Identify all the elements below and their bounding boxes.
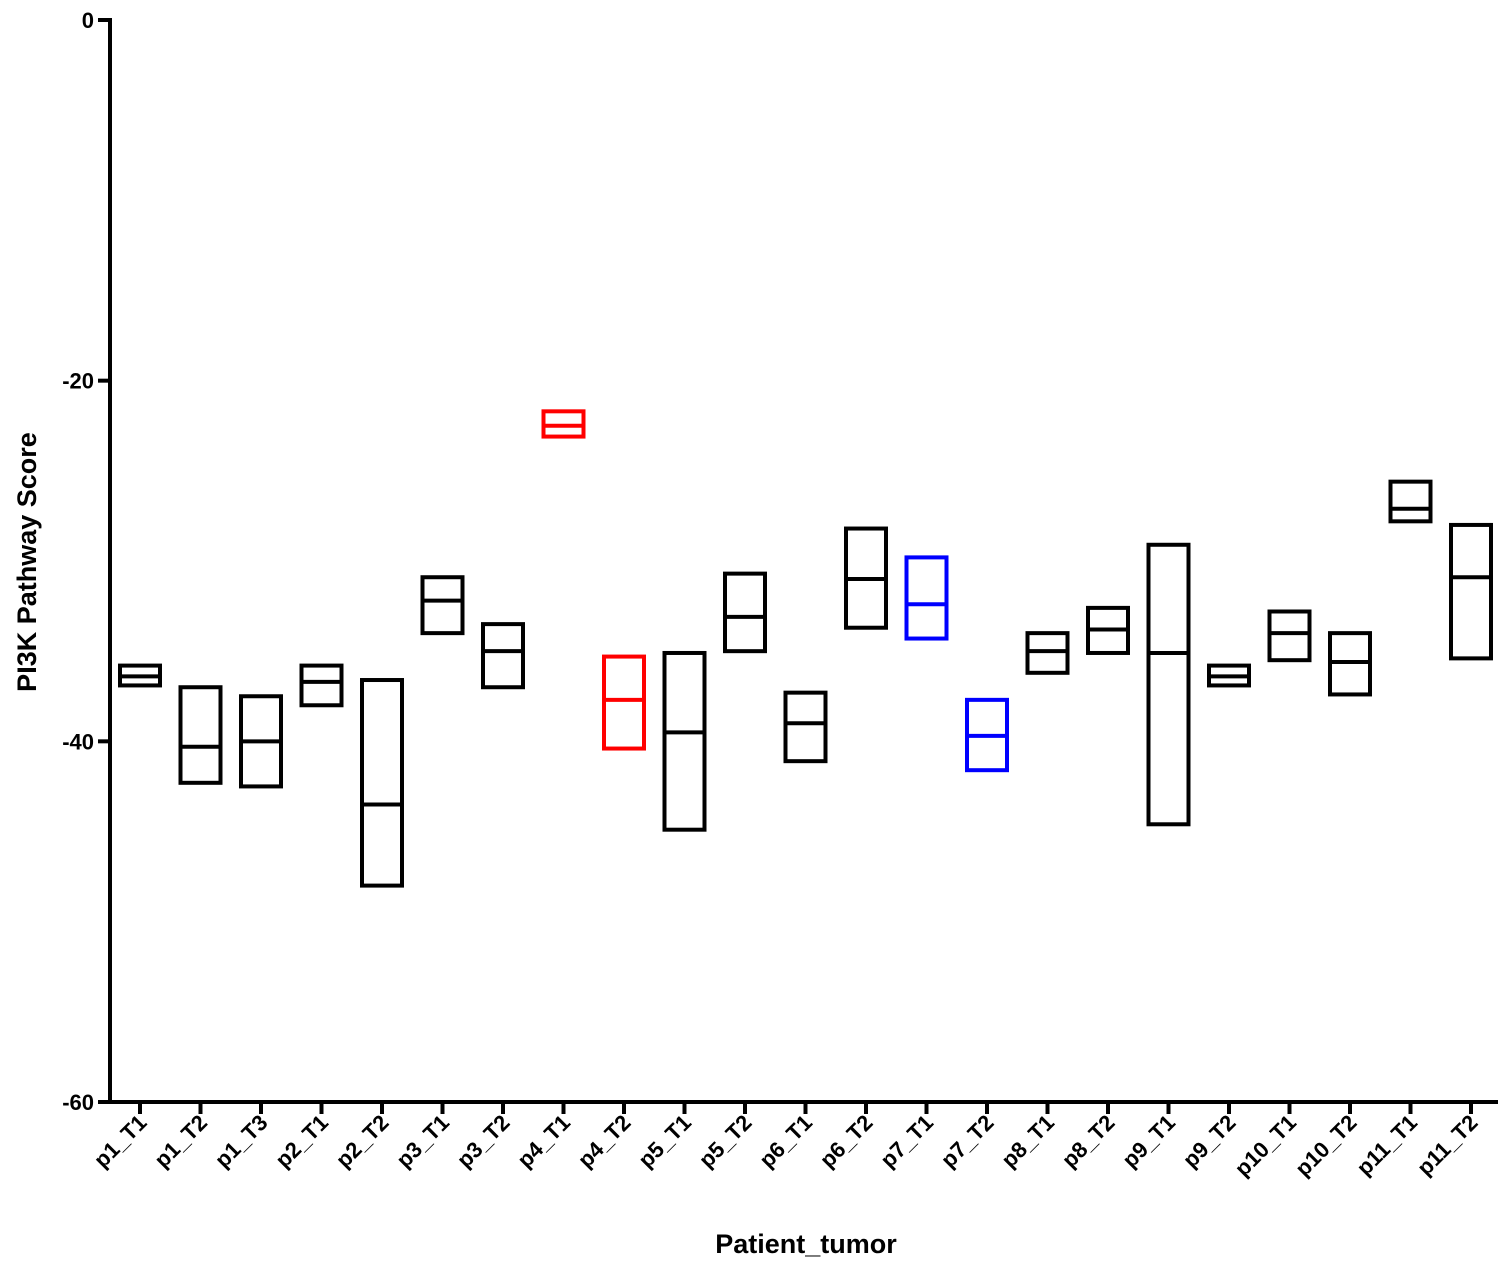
box-range (1146, 542, 1191, 827)
box-p9_T2 (1207, 663, 1251, 688)
box-range (299, 663, 344, 708)
x-tick-label: p2_T1 (270, 1110, 333, 1173)
x-tick-label: p6_T2 (815, 1110, 878, 1173)
x-tick-label: p2_T2 (331, 1110, 394, 1173)
box-p11_T2 (1449, 522, 1493, 661)
x-tick-label: p1_T3 (210, 1110, 273, 1173)
x-tick-label: p11_T2 (1412, 1110, 1482, 1180)
y-tick-label: -60 (62, 1090, 94, 1115)
box-range (420, 575, 465, 636)
box-range (178, 685, 223, 785)
y-tick-label: 0 (82, 8, 94, 33)
y-axis: 0 -20 -40 -60 (62, 8, 112, 1115)
box-p6_T2 (844, 526, 888, 630)
y-tick-label: -20 (62, 369, 94, 394)
box-range (481, 622, 525, 690)
box-p5_T1 (662, 650, 707, 832)
x-tick-label: p10_T2 (1290, 1110, 1361, 1181)
box-range (662, 650, 707, 832)
box-p11_T1 (1388, 479, 1433, 524)
x-tick-label: p6_T1 (754, 1110, 817, 1173)
x-axis: p1_T1p1_T2p1_T3p2_T1p2_T2p3_T1p3_T2p4_T1… (89, 1100, 1498, 1181)
box-p1_T3 (239, 694, 283, 789)
box-range (1267, 609, 1312, 663)
box-p4_T2 (602, 654, 646, 751)
x-tick-label: p4_T2 (573, 1110, 636, 1173)
box-range (360, 678, 404, 888)
box-range (1388, 479, 1433, 524)
box-p4_T1 (541, 409, 586, 439)
box-range (783, 690, 828, 764)
box-p7_T1 (904, 555, 949, 641)
y-axis-title: PI3K Pathway Score (12, 432, 42, 692)
box-range (904, 555, 949, 641)
x-tick-label: p1_T2 (149, 1110, 212, 1173)
box-range (602, 654, 646, 751)
x-tick-label: p11_T1 (1352, 1110, 1422, 1180)
x-tick-label: p8_T2 (1057, 1110, 1120, 1173)
box-p8_T2 (1086, 605, 1130, 655)
x-tick-label: p3_T2 (452, 1110, 515, 1173)
x-tick-label: p3_T1 (391, 1110, 454, 1173)
box-p7_T2 (965, 697, 1009, 773)
box-p3_T2 (481, 622, 525, 690)
x-tick-label: p10_T1 (1230, 1110, 1301, 1181)
box-range (723, 571, 767, 654)
x-tick-label: p5_T2 (694, 1110, 757, 1173)
x-tick-label: p1_T1 (89, 1110, 152, 1173)
x-tick-label: p7_T1 (875, 1110, 938, 1173)
x-tick-label: p7_T2 (936, 1110, 999, 1173)
box-p9_T1 (1146, 542, 1191, 827)
box-p3_T1 (420, 575, 465, 636)
x-axis-title: Patient_tumor (715, 1229, 897, 1259)
box-p2_T2 (360, 678, 404, 888)
x-tick-label: p4_T1 (512, 1110, 575, 1173)
box-p6_T1 (783, 690, 828, 764)
x-tick-label: p5_T1 (633, 1110, 696, 1173)
box-p8_T1 (1025, 631, 1070, 675)
box-range (1449, 522, 1493, 661)
plot-marks (118, 409, 1493, 888)
box-p2_T1 (299, 663, 344, 708)
box-p10_T1 (1267, 609, 1312, 663)
box-p5_T2 (723, 571, 767, 654)
box-p1_T1 (118, 663, 162, 688)
x-tick-label: p9_T1 (1117, 1110, 1180, 1173)
box-p10_T2 (1328, 631, 1372, 697)
x-tick-label: p8_T1 (996, 1110, 1059, 1173)
box-p1_T2 (178, 685, 223, 785)
y-tick-label: -40 (62, 729, 94, 754)
